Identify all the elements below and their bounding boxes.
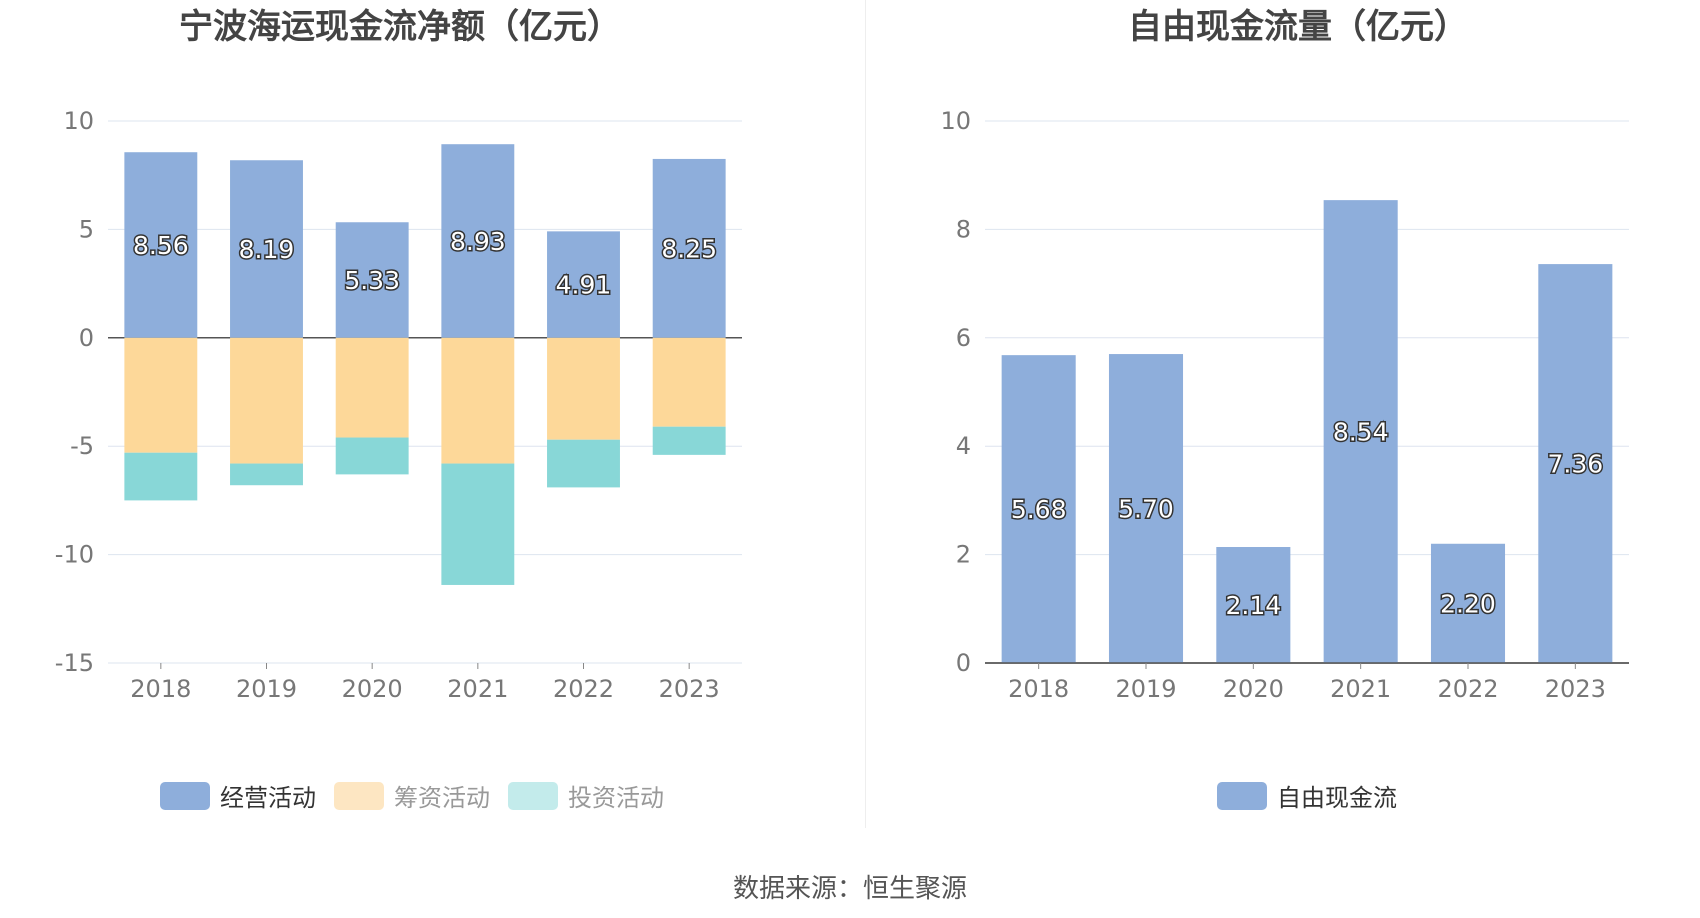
legend-swatch-operating <box>160 781 210 810</box>
x-tick-label: 2019 <box>236 675 297 703</box>
bar <box>547 337 620 440</box>
x-tick-label: 2023 <box>659 675 720 703</box>
cash-flow-net-title: 宁波海运现金流净额（亿元） <box>179 7 621 47</box>
bar <box>1430 543 1506 663</box>
x-tick-label: 2019 <box>1115 675 1176 703</box>
cash-flow-net-chart: 10 5 0 -5 -10 -15 2018 2019 2020 2021 2022 2023 8.56… <box>55 107 742 703</box>
bar <box>441 463 515 585</box>
legend-swatch-free-cash-flow <box>1217 781 1267 810</box>
bar <box>652 337 726 427</box>
data-label: 8.93 <box>450 227 506 256</box>
y-tick-label: 8 <box>956 215 971 243</box>
bar <box>230 160 303 338</box>
data-label: 8.54 <box>1333 418 1389 447</box>
x-tick-label: 2022 <box>553 675 614 703</box>
data-label: 5.70 <box>1118 495 1174 524</box>
legend-label-financing: 筹资活动 <box>394 784 490 812</box>
y-tick-label: 10 <box>63 107 94 135</box>
bar <box>547 231 620 338</box>
legend-item-investing[interactable]: 投资活动 <box>508 778 664 813</box>
y-tick-label: -10 <box>55 541 94 569</box>
y-tick-label: 2 <box>956 541 971 569</box>
y-tick-label: 5 <box>79 215 94 243</box>
free-cash-flow-title: 自由现金流量（亿元） <box>1128 7 1468 47</box>
x-tick-label: 2020 <box>1223 675 1284 703</box>
data-label: 5.68 <box>1011 495 1067 524</box>
bar <box>652 426 726 455</box>
bar <box>547 439 620 488</box>
data-label: 8.19 <box>239 235 295 264</box>
legend-item-operating[interactable]: 经营活动 <box>160 778 316 813</box>
y-tick-label: -15 <box>55 649 94 677</box>
x-tick-label: 2022 <box>1437 675 1498 703</box>
x-tick-label: 2020 <box>342 675 403 703</box>
bar <box>1538 264 1613 663</box>
legend-label-investing: 投资活动 <box>568 784 664 812</box>
bar <box>1108 354 1184 663</box>
data-label: 7.36 <box>1547 450 1603 479</box>
x-tick-label: 2018 <box>1008 675 1069 703</box>
legend-item-financing[interactable]: 筹资活动 <box>334 778 490 813</box>
panel-divider <box>865 0 866 828</box>
legend-label-operating: 经营活动 <box>220 784 316 812</box>
bar <box>1001 355 1076 663</box>
bar <box>124 452 198 501</box>
y-tick-label: 0 <box>79 324 94 352</box>
x-tick-label: 2018 <box>130 675 191 703</box>
free-cash-flow-legend: 自由现金流 <box>1217 778 1397 813</box>
bar <box>441 337 515 464</box>
data-source-note: 数据来源：恒生聚源 <box>732 874 967 904</box>
bar <box>124 152 198 338</box>
cash-flow-net-panel: 宁波海运现金流净额（亿元） 10 5 0 -5 -10 -15 2018 2019 2020 20… <box>55 7 742 813</box>
data-label: 5.33 <box>344 266 400 295</box>
y-tick-label: 10 <box>940 107 971 135</box>
bar <box>335 437 409 475</box>
legend-label-free-cash-flow: 自由现金流 <box>1277 784 1397 812</box>
bar <box>1323 200 1398 663</box>
x-tick-label: 2021 <box>1330 675 1391 703</box>
bar <box>230 337 303 464</box>
bar <box>652 158 726 338</box>
bar <box>1216 547 1291 663</box>
legend-item-free-cash-flow[interactable]: 自由现金流 <box>1217 778 1397 813</box>
y-tick-label: -5 <box>70 432 94 460</box>
y-tick-label: 4 <box>956 432 971 460</box>
data-label: 2.14 <box>1225 591 1281 620</box>
y-tick-label: 6 <box>956 324 971 352</box>
data-label: 8.25 <box>661 234 717 263</box>
free-cash-flow-chart: 10 8 6 4 2 0 2018 2019 2020 2021 2022 2023 5.68 5.70 2… <box>940 107 1629 703</box>
x-tick-label: 2021 <box>447 675 508 703</box>
x-tick-label: 2023 <box>1545 675 1606 703</box>
free-cash-flow-panel: 自由现金流量（亿元） 10 8 6 4 2 0 2018 2019 2020 2021 2022 20… <box>868 0 1700 918</box>
data-label: 4.91 <box>556 271 612 300</box>
data-label: 8.56 <box>133 231 189 260</box>
legend-swatch-financing <box>334 781 384 810</box>
bar <box>124 337 198 453</box>
data-label: 2.20 <box>1440 589 1496 618</box>
bar <box>335 222 409 338</box>
y-tick-label: 0 <box>956 649 971 677</box>
bar <box>230 463 303 486</box>
cash-flow-net-legend: 经营活动 筹资活动 投资活动 <box>160 778 664 813</box>
bar <box>441 144 515 338</box>
legend-swatch-investing <box>508 781 558 810</box>
bar <box>335 337 409 438</box>
